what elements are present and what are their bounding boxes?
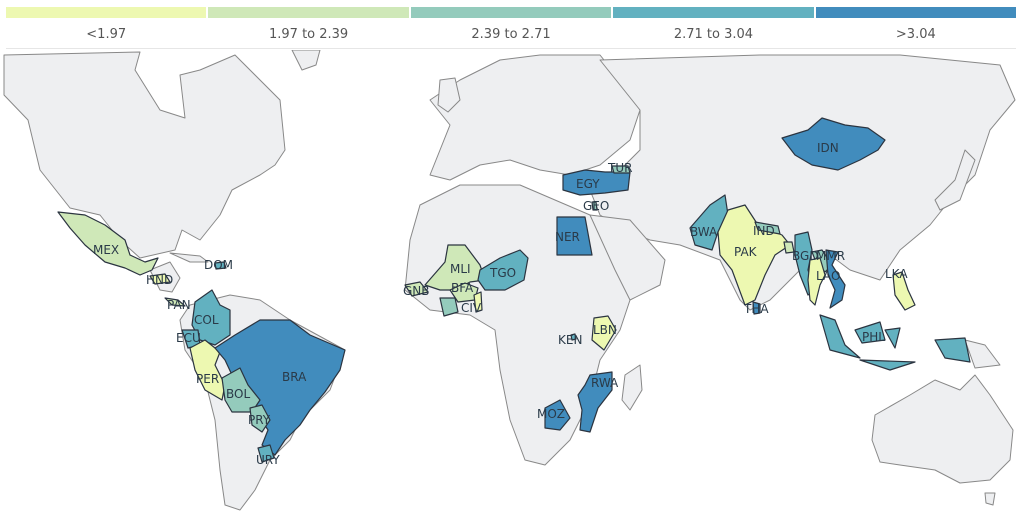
legend-swatch <box>410 7 612 18</box>
country-moz[interactable] <box>577 371 613 433</box>
country-label: MLI <box>450 262 471 276</box>
legend-label: >3.04 <box>895 27 936 42</box>
country-vnm[interactable] <box>825 249 846 309</box>
country-label: COL <box>194 313 219 327</box>
country-label: PHL <box>862 330 885 344</box>
country-label: LBN <box>593 323 617 337</box>
country-label: EGY <box>576 177 600 191</box>
country-bgd[interactable] <box>783 241 795 254</box>
land-greenland <box>291 50 321 71</box>
legend-swatch <box>6 7 207 18</box>
country-idn[interactable] <box>819 314 971 371</box>
country-lbn[interactable] <box>591 201 598 211</box>
country-rwa[interactable] <box>570 333 577 341</box>
country-label: MMR <box>816 249 845 263</box>
country-civ[interactable] <box>439 297 459 317</box>
country-label: MEX <box>93 243 119 257</box>
legend-item[interactable]: 1.97 to 2.39 <box>208 7 409 47</box>
country-label: LKA <box>885 267 908 281</box>
country-geo[interactable] <box>611 165 631 174</box>
country-label: HND <box>146 273 173 287</box>
land-australia <box>871 374 1014 484</box>
land-png <box>964 339 1001 369</box>
country-label: GEO <box>583 199 609 213</box>
country-label: RWA <box>591 376 619 390</box>
country-label: GNB <box>403 284 430 298</box>
legend-item[interactable]: >3.04 <box>815 7 1017 47</box>
legend-swatch <box>815 7 1017 18</box>
country-bwa[interactable] <box>544 399 571 431</box>
country-tgo[interactable] <box>473 291 483 313</box>
country-labels: MEX HND DOM PAN COL ECU PER BRA BOL PRY … <box>93 141 908 467</box>
country-mng[interactable] <box>781 117 886 171</box>
land-madagascar <box>621 364 643 411</box>
legend-label: 2.39 to 2.71 <box>471 27 551 42</box>
land-uk <box>437 77 461 113</box>
country-label: MOZ <box>537 407 565 421</box>
country-label: KEN <box>558 333 582 347</box>
legend-divider <box>6 48 1016 49</box>
country-ind[interactable] <box>717 204 791 306</box>
country-label: PAK <box>734 245 758 259</box>
country-ury[interactable] <box>257 444 275 463</box>
land-north-america <box>3 51 286 259</box>
country-npl[interactable] <box>754 221 781 235</box>
country-tha[interactable] <box>807 257 826 306</box>
country-gnb[interactable] <box>404 281 429 297</box>
country-label: LAO <box>816 269 840 283</box>
land-japan <box>934 149 976 211</box>
country-lka[interactable] <box>752 301 761 315</box>
country-dom[interactable] <box>214 261 227 270</box>
legend-label: 2.71 to 3.04 <box>673 27 754 42</box>
country-label: PRY <box>248 413 271 427</box>
country-label: CIV <box>461 301 482 315</box>
country-label: PAN <box>167 298 191 312</box>
country-label: IND <box>753 224 775 238</box>
country-label: BOL <box>226 387 250 401</box>
world-map[interactable]: MEX HND DOM PAN COL ECU PER BRA BOL PRY … <box>0 50 1024 515</box>
country-label: BWA <box>690 225 718 239</box>
land-cuba <box>169 252 209 263</box>
legend-swatch <box>208 7 409 18</box>
legend: <1.97 1.97 to 2.39 2.39 to 2.71 2.71 to … <box>6 7 1017 47</box>
country-ner[interactable] <box>477 249 529 291</box>
country-mex[interactable] <box>57 211 159 276</box>
legend-item[interactable]: <1.97 <box>6 7 207 47</box>
country-label: NER <box>555 230 580 244</box>
country-phl[interactable] <box>892 271 916 311</box>
country-label: BRA <box>282 370 307 384</box>
country-pry[interactable] <box>249 404 271 433</box>
countries <box>57 117 971 463</box>
country-label: THA <box>743 302 769 316</box>
country-label: TUR <box>607 161 632 175</box>
legend-item[interactable]: 2.39 to 2.71 <box>410 7 612 47</box>
country-label: URY <box>256 453 280 467</box>
country-hnd[interactable] <box>149 273 171 285</box>
legend-item[interactable]: 2.71 to 3.04 <box>613 7 814 47</box>
country-tur[interactable] <box>562 169 631 196</box>
country-egy[interactable] <box>556 216 593 256</box>
country-pan[interactable] <box>164 297 186 307</box>
country-label: IDN <box>817 141 839 155</box>
legend-label: <1.97 <box>86 27 127 42</box>
country-label: BFA <box>451 281 474 295</box>
country-label: ECU <box>176 331 201 345</box>
land-arabia <box>589 214 666 301</box>
legend-label: 1.97 to 2.39 <box>269 27 349 42</box>
country-label: PER <box>196 372 219 386</box>
country-ken[interactable] <box>591 315 617 351</box>
country-label: DOM <box>204 258 233 272</box>
land-tasmania <box>984 492 996 506</box>
country-label: TGO <box>489 266 516 280</box>
legend-swatch <box>613 7 814 18</box>
country-label: BGD <box>792 249 819 263</box>
